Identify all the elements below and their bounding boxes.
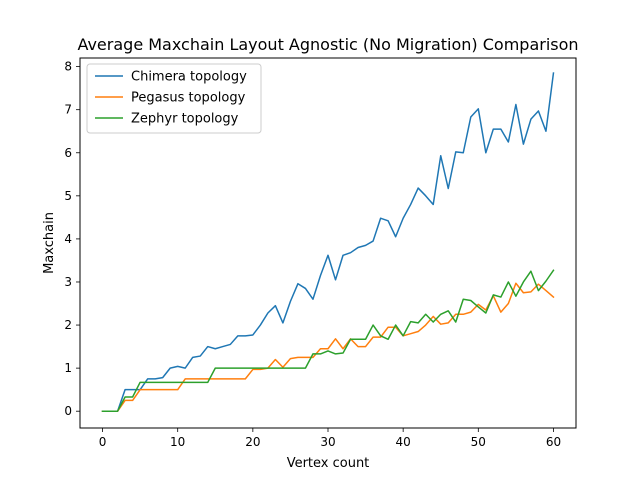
- y-axis-ticks: 0 1 2 3 4 5 6 7 8: [64, 60, 80, 418]
- y-tick-label: 3: [64, 275, 72, 289]
- x-tick-label: 10: [170, 435, 185, 449]
- series-line-1: [101, 282, 555, 412]
- legend-label-0: Chimera topology: [131, 70, 247, 85]
- x-tick-label: 50: [471, 435, 486, 449]
- series-line-2: [101, 269, 555, 412]
- y-axis-label: Maxchain: [42, 212, 57, 274]
- y-tick-label: 4: [64, 232, 72, 246]
- series-line-0: [101, 72, 555, 412]
- y-tick-label: 7: [64, 103, 72, 117]
- legend-label-2: Zephyr topology: [131, 112, 239, 127]
- y-tick-label: 5: [64, 189, 72, 203]
- x-axis-ticks: 0 10 20 30 40 50 60: [99, 428, 561, 449]
- x-tick-label: 30: [320, 435, 335, 449]
- x-tick-label: 60: [546, 435, 561, 449]
- y-tick-label: 0: [64, 404, 72, 418]
- legend: Chimera topology Pegasus topology Zephyr t…: [86, 63, 262, 134]
- y-tick-label: 2: [64, 318, 72, 332]
- x-tick-label: 20: [245, 435, 260, 449]
- legend-box: [86, 63, 262, 134]
- series-layer: [101, 72, 555, 412]
- x-axis-label: Vertex count: [287, 456, 370, 471]
- y-tick-label: 6: [64, 146, 72, 160]
- legend-label-1: Pegasus topology: [131, 91, 246, 106]
- y-tick-label: 8: [64, 60, 72, 74]
- x-tick-label: 40: [396, 435, 411, 449]
- chart-title: Average Maxchain Layout Agnostic (No Mig…: [77, 35, 578, 54]
- y-tick-label: 1: [64, 361, 72, 375]
- x-tick-label: 0: [99, 435, 107, 449]
